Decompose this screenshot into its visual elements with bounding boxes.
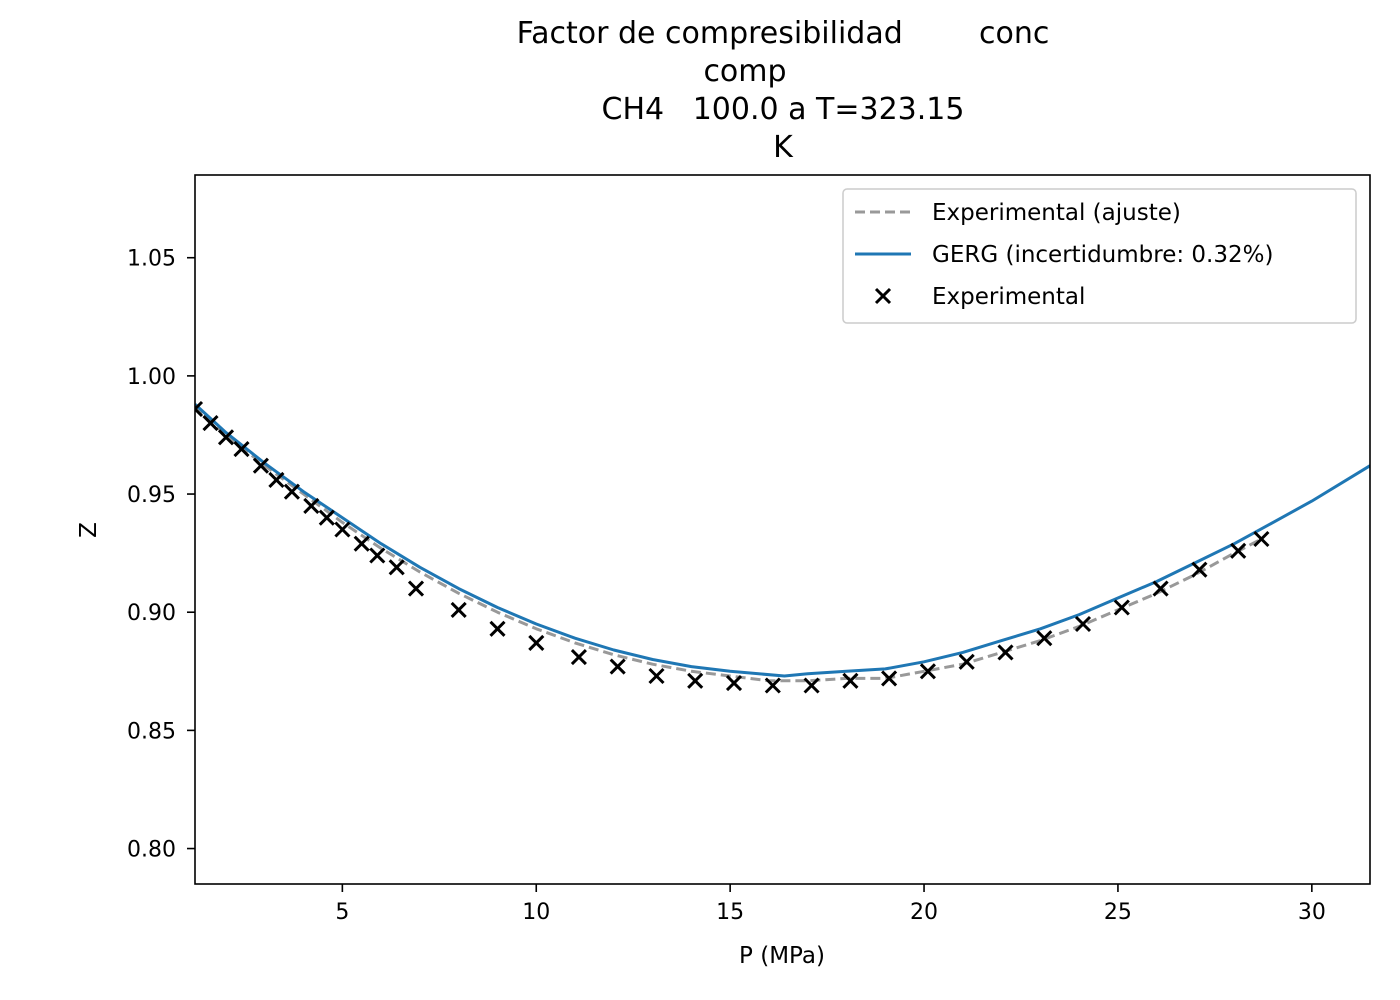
data-point <box>648 667 665 685</box>
data-point <box>1230 542 1247 559</box>
series-layer <box>195 400 1370 694</box>
data-point <box>1253 530 1270 548</box>
data-point <box>252 457 269 474</box>
data-point <box>202 415 219 432</box>
chart-title-line-4: K <box>773 130 794 165</box>
x-axis-label: P (MPa) <box>739 943 825 969</box>
y-tick-label: 0.95 <box>127 483 176 508</box>
chart-title-line-3: CH4 100.0 a T=323.15 <box>602 92 965 127</box>
data-point <box>1074 615 1092 633</box>
data-point <box>388 559 405 576</box>
series-line-gerg <box>195 403 1370 678</box>
data-point <box>450 601 467 618</box>
data-point <box>303 497 320 514</box>
data-point <box>1113 599 1130 616</box>
legend-box <box>842 188 1357 324</box>
data-point <box>489 620 506 637</box>
data-point <box>407 580 425 597</box>
x-tick-label: 15 <box>716 900 744 925</box>
data-point <box>764 677 781 694</box>
data-point <box>570 649 587 666</box>
data-point <box>268 471 285 488</box>
chart-title: Factor de compresibilidad conc comp CH4 … <box>517 16 1050 165</box>
series-experimental-points <box>195 400 1270 694</box>
data-point <box>233 441 250 458</box>
legend-label-gerg: GERG (incertidumbre: 0.32%) <box>932 242 1273 268</box>
data-point <box>283 483 300 500</box>
data-point <box>881 670 898 687</box>
chart-title-line-1: Factor de compresibilidad conc <box>517 16 1050 51</box>
x-tick-label: 30 <box>1298 900 1326 925</box>
legend-swatch-experimental <box>874 287 892 305</box>
data-point <box>725 675 743 692</box>
data-point <box>334 521 351 538</box>
data-point <box>803 677 820 694</box>
legend: Experimental (ajuste) GERG (incertidumbr… <box>842 188 1357 324</box>
series-line-fit <box>195 405 1263 683</box>
data-point <box>997 644 1014 661</box>
y-tick-label: 0.90 <box>127 601 176 626</box>
data-point <box>919 663 936 680</box>
x-tick-label: 25 <box>1104 900 1132 925</box>
data-point <box>353 535 370 552</box>
data-point <box>842 672 859 689</box>
plot-area-frame <box>194 174 1371 885</box>
y-tick-label: 0.85 <box>127 719 176 744</box>
data-point <box>687 672 704 689</box>
data-point <box>369 547 386 564</box>
x-tick-label: 10 <box>522 900 550 925</box>
legend-label-fit: Experimental (ajuste) <box>932 200 1181 226</box>
x-axis: 5 10 15 20 25 30 <box>335 884 1326 925</box>
data-point <box>318 509 335 526</box>
data-point <box>217 429 235 446</box>
data-point <box>1152 580 1169 597</box>
data-point <box>195 400 204 418</box>
legend-label-experimental: Experimental <box>932 284 1085 310</box>
x-tick-label: 5 <box>335 900 349 925</box>
data-point <box>609 658 626 675</box>
x-tick-label: 20 <box>910 900 938 925</box>
y-tick-label: 1.05 <box>127 247 176 272</box>
data-point <box>1191 561 1208 578</box>
data-point <box>528 634 545 651</box>
data-point <box>958 653 975 670</box>
chart-title-line-2: comp <box>703 54 786 89</box>
y-tick-label: 0.80 <box>127 838 176 863</box>
y-axis: 0.80 0.85 0.90 0.95 1.00 1.05 <box>127 247 195 863</box>
data-point <box>1036 630 1053 647</box>
y-tick-label: 1.00 <box>127 365 176 390</box>
y-axis-label: Z <box>76 522 102 538</box>
